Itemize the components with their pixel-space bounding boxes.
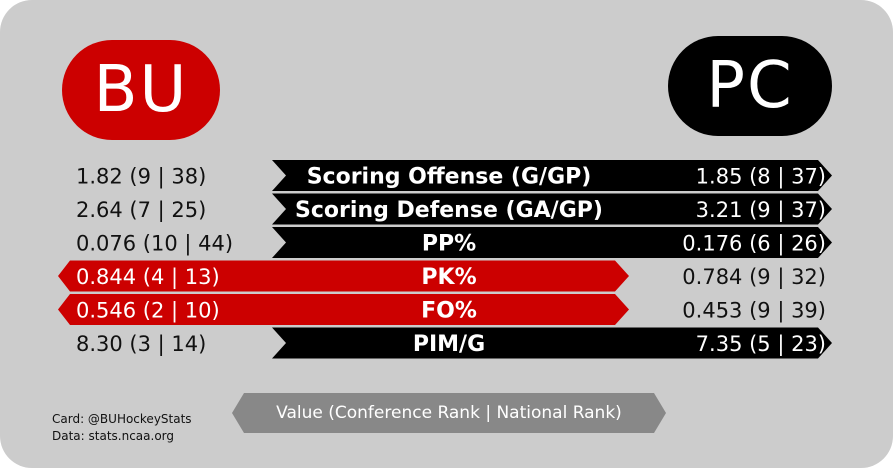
row-metric-label: PK% (421, 265, 476, 290)
row-left-value: 8.30 (3 | 14) (76, 332, 206, 357)
row-bar (58, 260, 629, 292)
row-left-value: 0.546 (2 | 10) (76, 299, 220, 324)
row-metric-label: PIM/G (413, 332, 485, 357)
row-metric-label: Scoring Defense (GA/GP) (295, 198, 603, 223)
team-right-badge: PC (668, 36, 832, 136)
row-left-value: 2.64 (7 | 25) (76, 198, 206, 223)
row-bar (58, 294, 629, 325)
row-bar (272, 160, 832, 191)
footer-data-source: Data: stats.ncaa.org (52, 429, 174, 443)
legend-arrow-shape (232, 393, 666, 433)
row-left-value: 0.844 (4 | 13) (76, 265, 220, 290)
footer: Card: @BUHockeyStats Data: stats.ncaa.or… (52, 411, 192, 445)
row-metric-label: FO% (421, 299, 477, 324)
row-metric-label: PP% (422, 232, 476, 257)
row-right-value: 0.784 (9 | 32) (682, 265, 826, 290)
row-metric-label: Scoring Offense (G/GP) (307, 165, 592, 190)
row-bar (272, 327, 832, 359)
row-right-value: 1.85 (8 | 37) (696, 165, 826, 190)
row-left-value: 0.076 (10 | 44) (76, 232, 233, 257)
legend-label: Value (Conference Rank | National Rank) (276, 403, 622, 423)
row-right-value: 0.176 (6 | 26) (682, 232, 826, 257)
row-bar (272, 227, 832, 258)
legend: Value (Conference Rank | National Rank) (232, 393, 666, 433)
row-right-value: 3.21 (9 | 37) (696, 198, 826, 223)
team-left-badge: BU (62, 40, 220, 140)
row-bar (272, 193, 832, 225)
row-right-value: 7.35 (5 | 23) (696, 332, 826, 357)
footer-card-credit: Card: @BUHockeyStats (52, 412, 192, 426)
row-left-value: 1.82 (9 | 38) (76, 165, 206, 190)
row-right-value: 0.453 (9 | 39) (682, 299, 826, 324)
